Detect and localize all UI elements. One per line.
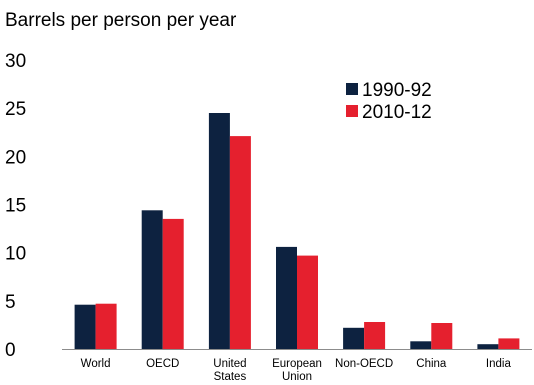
x-tick-label: Union <box>282 371 312 383</box>
legend-swatch <box>346 83 358 95</box>
x-tick-label: United <box>213 358 246 370</box>
bar-1990-92-non-oecd <box>343 327 365 349</box>
bar-series <box>74 113 520 349</box>
x-tick-label: States <box>214 371 247 383</box>
bar-2010-12-world <box>95 303 117 349</box>
legend-label: 1990-92 <box>362 80 432 101</box>
y-axis-ticks: 0 5 10 15 20 25 30 <box>5 51 26 361</box>
bar-1990-92-china <box>410 341 432 349</box>
bar-2010-12-india <box>498 338 520 349</box>
y-tick-label: 30 <box>5 51 26 72</box>
bar-2010-12-oecd <box>162 218 184 349</box>
x-tick-label: Non-OECD <box>335 358 393 370</box>
x-tick-label: European <box>272 358 322 370</box>
bar-1990-92-european-union <box>276 246 297 349</box>
y-tick-label: 20 <box>5 147 26 168</box>
legend-swatch <box>346 105 358 117</box>
y-axis-label: Barrels per person per year <box>5 10 237 31</box>
bar-2010-12-european-union <box>297 255 318 349</box>
y-tick-label: 15 <box>5 196 26 217</box>
bar-1990-92-india <box>477 344 499 349</box>
bar-2010-12-china <box>431 323 453 349</box>
y-tick-label: 25 <box>5 99 26 120</box>
bar-1990-92-world <box>74 304 96 349</box>
x-tick-label: India <box>486 358 512 370</box>
bar-1990-92-united-states <box>208 113 230 349</box>
y-tick-label: 5 <box>5 292 16 313</box>
x-tick-label: China <box>416 358 447 370</box>
y-tick-label: 0 <box>5 340 16 361</box>
bar-2010-12-united-states <box>229 136 251 349</box>
x-tick-label: OECD <box>146 358 179 370</box>
y-tick-label: 10 <box>5 244 26 265</box>
x-tick-label: World <box>81 358 111 370</box>
bar-1990-92-oecd <box>141 210 163 349</box>
bar-2010-12-non-oecd <box>364 322 386 349</box>
legend-label: 2010-12 <box>362 102 432 123</box>
